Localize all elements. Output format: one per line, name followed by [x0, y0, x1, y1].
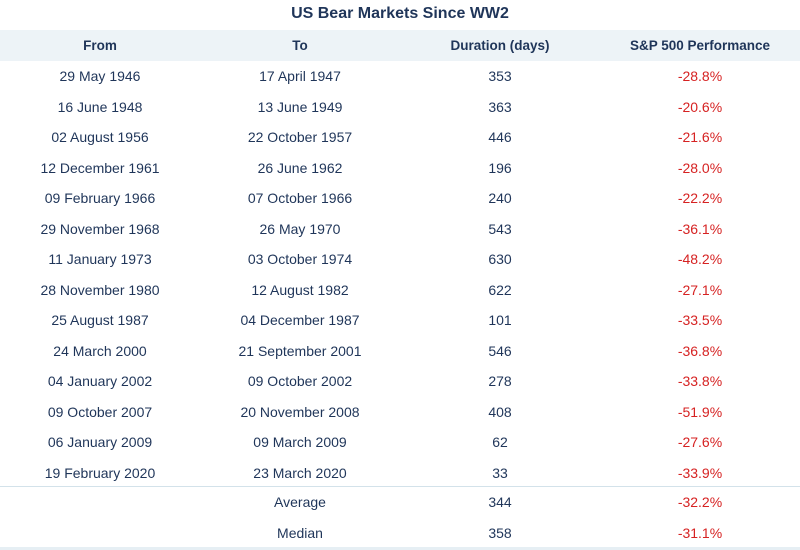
from-cell: 29 May 1946	[59, 68, 141, 85]
from-cell: 09 October 2007	[47, 403, 153, 420]
table-row: 04 January 2002 09 October 2002 278 -33.…	[0, 366, 800, 397]
performance-cell: -33.8%	[677, 373, 723, 390]
column-header-to: To	[292, 38, 308, 53]
summary-duration: 344	[488, 494, 512, 511]
summary-row-median: Median 358 -31.1%	[0, 518, 800, 549]
duration-cell: 33	[492, 464, 508, 481]
from-cell: 16 June 1948	[57, 98, 143, 115]
performance-cell: -20.6%	[677, 98, 723, 115]
summary-performance: -32.2%	[677, 494, 723, 511]
from-cell: 25 August 1987	[51, 312, 149, 329]
table-row: 11 January 1973 03 October 1974 630 -48.…	[0, 244, 800, 275]
table-row: 12 December 1961 26 June 1962 196 -28.0%	[0, 153, 800, 184]
to-cell: 20 November 2008	[240, 403, 360, 420]
summary-row-average: Average 344 -32.2%	[0, 487, 800, 518]
table-body: 29 May 1946 17 April 1947 353 -28.8% 16 …	[0, 61, 800, 488]
table-row: 29 May 1946 17 April 1947 353 -28.8%	[0, 61, 800, 92]
from-cell: 09 February 1966	[44, 190, 156, 207]
performance-cell: -28.8%	[677, 68, 723, 85]
performance-cell: -27.6%	[677, 434, 723, 451]
duration-cell: 546	[488, 342, 512, 359]
duration-cell: 363	[488, 98, 512, 115]
table-row: 25 August 1987 04 December 1987 101 -33.…	[0, 305, 800, 336]
to-cell: 26 June 1962	[257, 159, 343, 176]
table-row: 09 February 1966 07 October 1966 240 -22…	[0, 183, 800, 214]
summary-label: Average	[274, 494, 326, 511]
duration-cell: 278	[488, 373, 512, 390]
table-row: 06 January 2009 09 March 2009 62 -27.6%	[0, 427, 800, 458]
performance-cell: -33.5%	[677, 312, 723, 329]
duration-cell: 446	[488, 129, 512, 146]
table-row: 16 June 1948 13 June 1949 363 -20.6%	[0, 92, 800, 123]
column-header-from: From	[83, 38, 117, 53]
column-header-duration: Duration (days)	[450, 38, 550, 53]
from-cell: 28 November 1980	[40, 281, 160, 298]
table-row: 24 March 2000 21 September 2001 546 -36.…	[0, 336, 800, 367]
table-header: From To Duration (days) S&P 500 Performa…	[0, 30, 800, 61]
to-cell: 04 December 1987	[240, 312, 360, 329]
from-cell: 06 January 2009	[47, 434, 153, 451]
bottom-rule	[0, 547, 800, 550]
performance-cell: -22.2%	[677, 190, 723, 207]
to-cell: 07 October 1966	[247, 190, 353, 207]
to-cell: 23 March 2020	[253, 464, 347, 481]
to-cell: 03 October 1974	[247, 251, 353, 268]
from-cell: 19 February 2020	[44, 464, 156, 481]
from-cell: 29 November 1968	[40, 220, 160, 237]
duration-cell: 240	[488, 190, 512, 207]
summary-duration: 358	[488, 524, 512, 541]
duration-cell: 543	[488, 220, 512, 237]
table-row: 29 November 1968 26 May 1970 543 -36.1%	[0, 214, 800, 245]
table-row: 19 February 2020 23 March 2020 33 -33.9%	[0, 458, 800, 489]
from-cell: 04 January 2002	[47, 373, 153, 390]
to-cell: 21 September 2001	[238, 342, 362, 359]
to-cell: 09 March 2009	[253, 434, 347, 451]
to-cell: 13 June 1949	[257, 98, 343, 115]
summary-label: Median	[277, 524, 323, 541]
from-cell: 12 December 1961	[40, 159, 160, 176]
duration-cell: 622	[488, 281, 512, 298]
to-cell: 22 October 1957	[247, 129, 353, 146]
duration-cell: 101	[488, 312, 512, 329]
performance-cell: -33.9%	[677, 464, 723, 481]
table-row: 09 October 2007 20 November 2008 408 -51…	[0, 397, 800, 428]
to-cell: 12 August 1982	[251, 281, 349, 298]
duration-cell: 408	[488, 403, 512, 420]
performance-cell: -28.0%	[677, 159, 723, 176]
duration-cell: 62	[492, 434, 508, 451]
performance-cell: -36.1%	[677, 220, 723, 237]
summary-section: Average 344 -32.2% Median 358 -31.1%	[0, 487, 800, 548]
performance-cell: -48.2%	[677, 251, 723, 268]
from-cell: 24 March 2000	[53, 342, 147, 359]
from-cell: 11 January 1973	[48, 251, 152, 268]
summary-divider	[0, 486, 800, 487]
to-cell: 09 October 2002	[247, 373, 353, 390]
table-row: 28 November 1980 12 August 1982 622 -27.…	[0, 275, 800, 306]
column-header-performance: S&P 500 Performance	[629, 38, 771, 53]
summary-performance: -31.1%	[677, 524, 723, 541]
to-cell: 26 May 1970	[259, 220, 341, 237]
duration-cell: 630	[488, 251, 512, 268]
to-cell: 17 April 1947	[259, 68, 341, 85]
performance-cell: -36.8%	[677, 342, 723, 359]
duration-cell: 353	[488, 68, 512, 85]
performance-cell: -27.1%	[677, 281, 723, 298]
performance-cell: -51.9%	[677, 403, 723, 420]
performance-cell: -21.6%	[677, 129, 723, 146]
from-cell: 02 August 1956	[51, 129, 149, 146]
duration-cell: 196	[488, 159, 512, 176]
table-row: 02 August 1956 22 October 1957 446 -21.6…	[0, 122, 800, 153]
table-title: US Bear Markets Since WW2	[291, 5, 509, 22]
